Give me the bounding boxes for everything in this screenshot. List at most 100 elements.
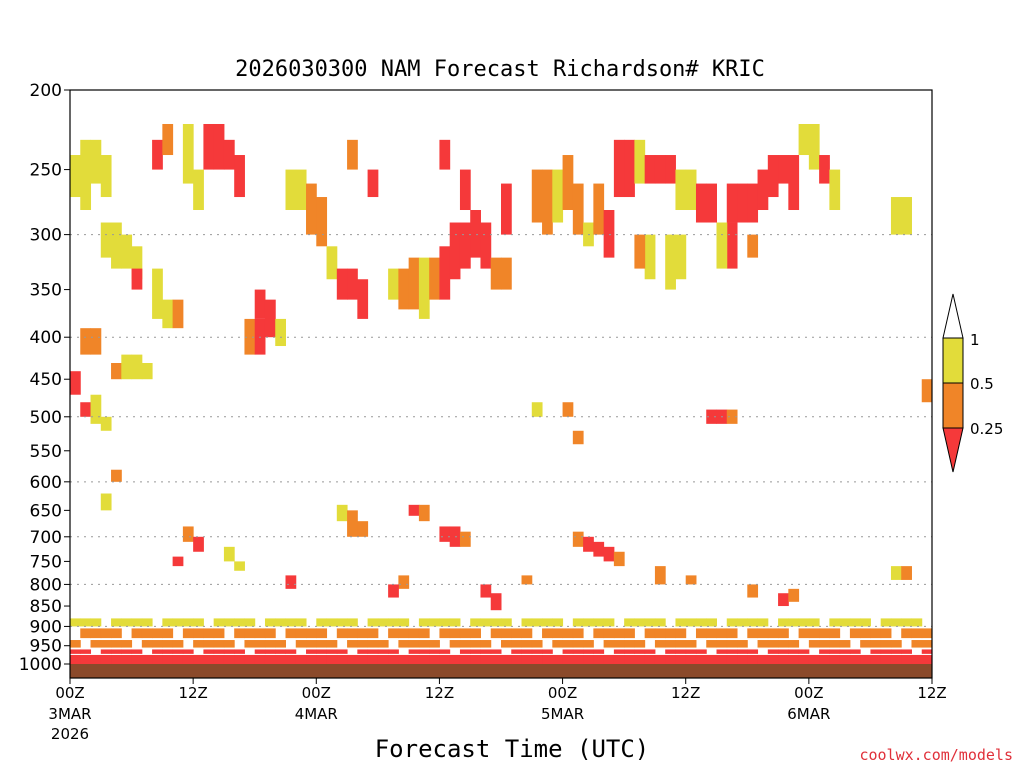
ri-surface-cell	[603, 654, 615, 668]
ri-bl-cell	[408, 640, 420, 648]
ri-bl-cell	[172, 640, 184, 648]
ri-bl-cell	[285, 628, 297, 639]
ri-bl-cell	[870, 640, 882, 648]
ri-cell	[223, 139, 235, 170]
ri-cell	[285, 575, 297, 589]
ri-surface-cell	[193, 654, 204, 668]
ri-bl-cell	[388, 618, 399, 627]
chart-title: 2026030300 NAM Forecast Richardson# KRIC	[235, 57, 765, 82]
ri-cell	[562, 155, 574, 211]
ri-bl-cell	[562, 649, 574, 654]
ri-bl-cell	[347, 640, 358, 648]
ri-cell	[275, 318, 286, 347]
ri-bl-cell	[583, 649, 594, 654]
ri-cell	[603, 546, 615, 562]
ri-bl-cell	[890, 618, 902, 627]
ri-bl-cell	[398, 628, 410, 639]
y-tick-label: 700	[30, 528, 62, 548]
ri-bl-cell	[439, 618, 451, 627]
ri-bl-cell	[70, 649, 81, 654]
ri-surface-cell	[521, 654, 533, 668]
x-tick-label: 00Z	[794, 684, 823, 702]
ri-surface-cell	[162, 654, 174, 668]
ri-cell	[162, 299, 174, 329]
x-tick-date: 5MAR	[541, 705, 584, 723]
ri-bl-cell	[624, 618, 635, 627]
ri-cell	[603, 210, 615, 258]
ri-bl-cell	[829, 640, 841, 648]
ri-cell	[367, 169, 379, 198]
ri-cell	[203, 123, 215, 170]
ri-bl-cell	[613, 640, 625, 648]
ri-surface-cell	[542, 654, 553, 668]
ri-bl-cell	[849, 618, 861, 627]
ri-surface-cell	[357, 654, 369, 668]
ri-cell	[470, 210, 481, 258]
ri-bl-cell	[439, 649, 451, 654]
ri-bl-cell	[572, 618, 584, 627]
ri-bl-cell	[778, 649, 789, 654]
ri-bl-cell	[470, 628, 481, 639]
ri-bl-cell	[654, 618, 666, 627]
ri-bl-cell	[193, 640, 204, 648]
ri-bl-cell	[100, 628, 112, 639]
ri-bl-cell	[213, 628, 225, 639]
ri-bl-cell	[737, 618, 748, 627]
ri-bl-cell	[141, 618, 153, 627]
legend-label-1: 1	[970, 331, 980, 349]
ri-surface-cell	[480, 654, 492, 668]
ri-bl-cell	[798, 628, 810, 639]
ri-bl-cell	[501, 628, 512, 639]
ri-bl-cell	[501, 640, 512, 648]
x-tick-date: 6MAR	[787, 705, 830, 723]
ri-cell	[264, 299, 276, 338]
ri-cell	[131, 246, 143, 280]
ri-bl-cell	[706, 628, 717, 639]
ri-surface-cell	[788, 654, 800, 668]
ri-bl-cell	[470, 649, 481, 654]
ri-cell	[901, 566, 912, 580]
ri-bl-cell	[449, 618, 461, 627]
ri-bl-cell	[131, 618, 143, 627]
ri-cell	[572, 183, 584, 235]
ri-bl-cell	[716, 649, 728, 654]
ri-cell	[336, 504, 348, 522]
ri-cell	[531, 402, 543, 417]
ri-bl-cell	[388, 649, 399, 654]
ri-cell	[572, 531, 584, 547]
ri-surface-cell	[808, 654, 820, 668]
ri-bl-cell	[336, 618, 348, 627]
ri-cell	[685, 169, 697, 211]
ri-bl-cell	[767, 640, 779, 648]
ri-cell	[829, 169, 841, 211]
ri-cell	[121, 354, 133, 380]
ri-bl-cell	[808, 628, 820, 639]
ri-cell	[757, 169, 769, 211]
y-tick-label: 300	[30, 226, 62, 246]
ri-surface-cell	[685, 654, 697, 668]
ri-bl-cell	[695, 618, 707, 627]
y-tick-label: 200	[30, 81, 62, 101]
ri-cell	[778, 593, 789, 607]
ri-bl-cell	[398, 640, 410, 648]
ri-cell	[706, 409, 717, 424]
ri-cell	[162, 123, 174, 156]
ri-cell	[901, 197, 912, 235]
y-tick-label: 650	[30, 501, 62, 521]
x-tick-label: 12Z	[917, 684, 946, 702]
ri-cell	[100, 155, 112, 198]
ri-surface-cell	[367, 654, 379, 668]
ri-surface-cell	[70, 654, 81, 668]
ri-cell	[890, 566, 902, 580]
ri-surface-cell	[880, 654, 892, 668]
ri-cell	[583, 536, 594, 552]
ri-bl-cell	[182, 618, 194, 627]
ri-surface-cell	[388, 654, 399, 668]
ri-bl-cell	[162, 628, 174, 639]
ri-bl-cell	[193, 618, 204, 627]
x-tick-label: 00Z	[302, 684, 331, 702]
ri-bl-cell	[706, 640, 717, 648]
x-tick-label: 12Z	[425, 684, 454, 702]
boundary-layer-band	[70, 618, 933, 668]
ri-bl-cell	[244, 640, 256, 648]
